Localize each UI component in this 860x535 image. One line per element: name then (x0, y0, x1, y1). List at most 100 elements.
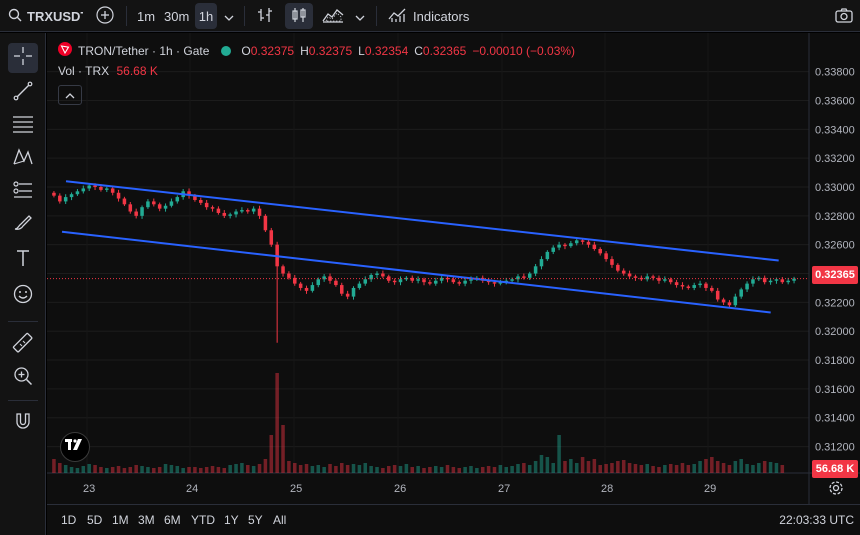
trendline-tool[interactable] (8, 78, 38, 108)
channel-lower-line (61, 230, 771, 314)
interval-1m[interactable]: 1m (137, 8, 156, 24)
candle-body (169, 201, 174, 206)
candle-body (193, 195, 197, 200)
chart-style-dropdown[interactable] (355, 0, 365, 32)
indicators-icon (388, 7, 406, 26)
change-value: −0.00010 (−0.03%) (472, 43, 576, 58)
brush-tool[interactable] (8, 210, 38, 240)
candle-body (416, 279, 420, 281)
interval-30m[interactable]: 30m (164, 8, 190, 24)
area-style-button[interactable] (322, 0, 344, 32)
candle-body (175, 197, 180, 202)
y-tick-label: 0.32600 (815, 240, 855, 252)
candle-body (710, 287, 714, 291)
range-1y[interactable]: 1Y (224, 513, 239, 527)
candle-body (786, 280, 790, 283)
candle-body (293, 277, 297, 284)
volume-label: Vol · TRX (58, 64, 110, 78)
range-5y[interactable]: 5Y (248, 513, 263, 527)
volume-bar (516, 464, 520, 473)
volume-bar (281, 425, 285, 473)
snapshot-button[interactable] (835, 0, 853, 32)
chart-settings-button[interactable] (828, 480, 844, 501)
search-icon (8, 8, 22, 25)
trendline-icon (13, 81, 33, 106)
volume-bar (228, 465, 232, 473)
candle-body (410, 277, 415, 281)
candle-body (627, 273, 632, 277)
volume-bar (574, 463, 579, 473)
fib-tool[interactable] (8, 111, 38, 141)
pattern-tool[interactable] (8, 144, 38, 174)
candle-body (199, 199, 203, 203)
candle-body (298, 283, 303, 288)
range-1d[interactable]: 1D (61, 513, 77, 527)
volume-bar (522, 463, 526, 473)
clock-timezone[interactable]: 22:03:33 UTC (779, 513, 854, 527)
candle-body (146, 201, 150, 208)
candle-body (527, 273, 532, 278)
candles-style-button[interactable] (285, 3, 313, 29)
magnet-tool[interactable] (8, 408, 38, 438)
interval-dropdown[interactable] (224, 0, 234, 32)
volume-bar (604, 464, 608, 473)
volume-bar (580, 457, 585, 473)
range-5d[interactable]: 5D (87, 513, 103, 527)
range-1m[interactable]: 1M (112, 513, 129, 527)
forecast-tool[interactable] (8, 177, 38, 207)
chart-pane[interactable]: 0.33800 0.33600 0.33400 0.33200 0.33000 0.328… (47, 33, 860, 535)
zoom-tool[interactable] (8, 363, 38, 393)
close-key: C (414, 43, 423, 58)
candle-body (774, 279, 779, 281)
x-tick-label: 29 (704, 483, 716, 495)
xabcd-pattern-icon (12, 147, 34, 172)
candle-body (510, 279, 514, 281)
range-6m[interactable]: 6M (164, 513, 181, 527)
low-value: 0.32354 (364, 43, 409, 58)
candle-body (69, 194, 74, 198)
compare-add-button[interactable] (96, 0, 114, 32)
volume-bar (586, 461, 591, 473)
measure-tool[interactable] (8, 330, 38, 360)
tron-logo-icon (58, 42, 72, 59)
status-dot (221, 45, 232, 56)
tradingview-logo[interactable] (60, 432, 90, 462)
range-3m[interactable]: 3M (138, 513, 155, 527)
volume-bar (52, 459, 56, 473)
volume-bar (710, 457, 714, 473)
symbol-search[interactable]: TRXUSDT (8, 0, 83, 32)
indicators-button[interactable]: Indicators (388, 0, 469, 32)
collapse-legend-button[interactable] (58, 85, 82, 105)
volume-bar (569, 459, 573, 473)
volume-bar (733, 461, 738, 473)
candle-body (58, 195, 62, 202)
volume-bar (633, 464, 638, 473)
candle-body (721, 299, 726, 303)
y-tick-label: 0.32200 (815, 297, 855, 309)
volume-bar (363, 463, 368, 473)
range-ytd[interactable]: YTD (191, 513, 215, 527)
emoji-tool[interactable] (8, 281, 38, 311)
volume-bar (263, 459, 268, 473)
crosshair-tool[interactable] (8, 43, 38, 73)
candlestick-chart[interactable]: 0.33800 0.33600 0.33400 0.33200 0.33000 0.328… (47, 33, 860, 504)
candle-body (422, 279, 426, 283)
range-all[interactable]: All (273, 513, 287, 527)
bar-style-button[interactable] (256, 0, 274, 32)
volume-bar (122, 468, 127, 473)
volume-bar (240, 463, 244, 473)
volume-bar (780, 465, 785, 473)
volume-bar (704, 459, 708, 473)
text-tool[interactable] (8, 245, 38, 275)
candle-body (674, 282, 679, 286)
volume-bar (433, 466, 438, 473)
volume-bar (486, 466, 491, 473)
candle-body (569, 243, 573, 247)
volume-bar (210, 466, 215, 473)
open-key: O (241, 43, 251, 58)
volume-bar (445, 465, 450, 473)
volume-badge: 56.68 K (812, 460, 858, 478)
candle-body (492, 282, 497, 284)
x-tick-label: 28 (601, 483, 613, 495)
interval-1h[interactable]: 1h (195, 3, 217, 29)
